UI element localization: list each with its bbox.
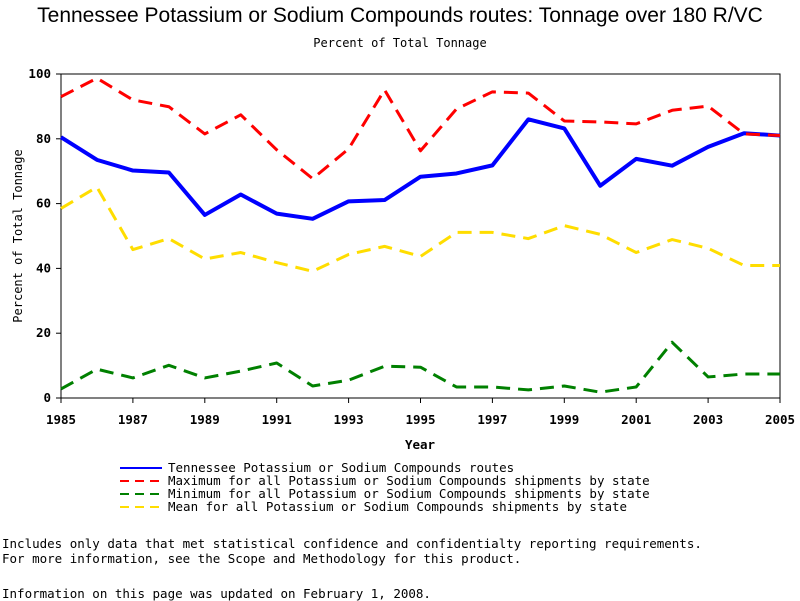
series-line-3 (60, 340, 780, 394)
chart-subtitle: Percent of Total Tonnage (313, 36, 487, 50)
x-tick-label: 2001 (621, 412, 651, 427)
x-tick-label: 1997 (477, 412, 507, 427)
series-line-2 (60, 76, 781, 181)
x-axis: 1985 1987 1989 1991 1993 1995 1997 1999 2001 2003… (46, 398, 795, 427)
update-note: Information on this page was updated on … (2, 586, 431, 601)
y-axis: 0 20 40 60 80 100 (28, 66, 61, 405)
y-tick-label: 100 (28, 66, 51, 81)
y-tick-label: 0 (43, 390, 51, 405)
legend-label-1: Tennessee Potassium or Sodium Compounds … (168, 460, 514, 475)
plot-area (60, 73, 781, 399)
x-tick-label: 1989 (190, 412, 220, 427)
series-line-4 (60, 185, 780, 273)
chart-title: Tennessee Potassium or Sodium Compounds … (37, 4, 763, 27)
x-tick-label: 1987 (118, 412, 148, 427)
y-tick-label: 20 (36, 325, 51, 340)
y-tick-label: 60 (36, 196, 51, 211)
footnote-confidence: Includes only data that met statistical … (2, 536, 702, 551)
legend-label-2: Maximum for all Potassium or Sodium Comp… (168, 473, 650, 488)
legend-label-3: Minimum for all Potassium or Sodium Comp… (168, 486, 650, 501)
x-tick-label: 1985 (46, 412, 76, 427)
x-axis-label: Year (405, 437, 436, 452)
x-tick-label: 1993 (334, 412, 364, 427)
footnotes: Includes only data that met statistical … (2, 536, 702, 566)
plot-frame (60, 73, 781, 399)
y-tick-label: 80 (36, 131, 51, 146)
x-tick-label: 1999 (549, 412, 579, 427)
legend-label-4: Mean for all Potassium or Sodium Compoun… (168, 499, 627, 514)
legend: Tennessee Potassium or Sodium Compounds … (120, 460, 650, 514)
x-tick-label: 1995 (405, 412, 435, 427)
footnote-methodology: For more information, see the Scope and … (2, 551, 522, 566)
y-axis-label: Percent of Total Tonnage (11, 149, 25, 322)
y-tick-label: 40 (36, 260, 51, 275)
x-tick-label: 1991 (262, 412, 292, 427)
x-tick-label: 2003 (693, 412, 723, 427)
x-tick-label: 2005 (765, 412, 795, 427)
series-line-1 (59, 117, 781, 221)
series-lines (59, 76, 781, 394)
